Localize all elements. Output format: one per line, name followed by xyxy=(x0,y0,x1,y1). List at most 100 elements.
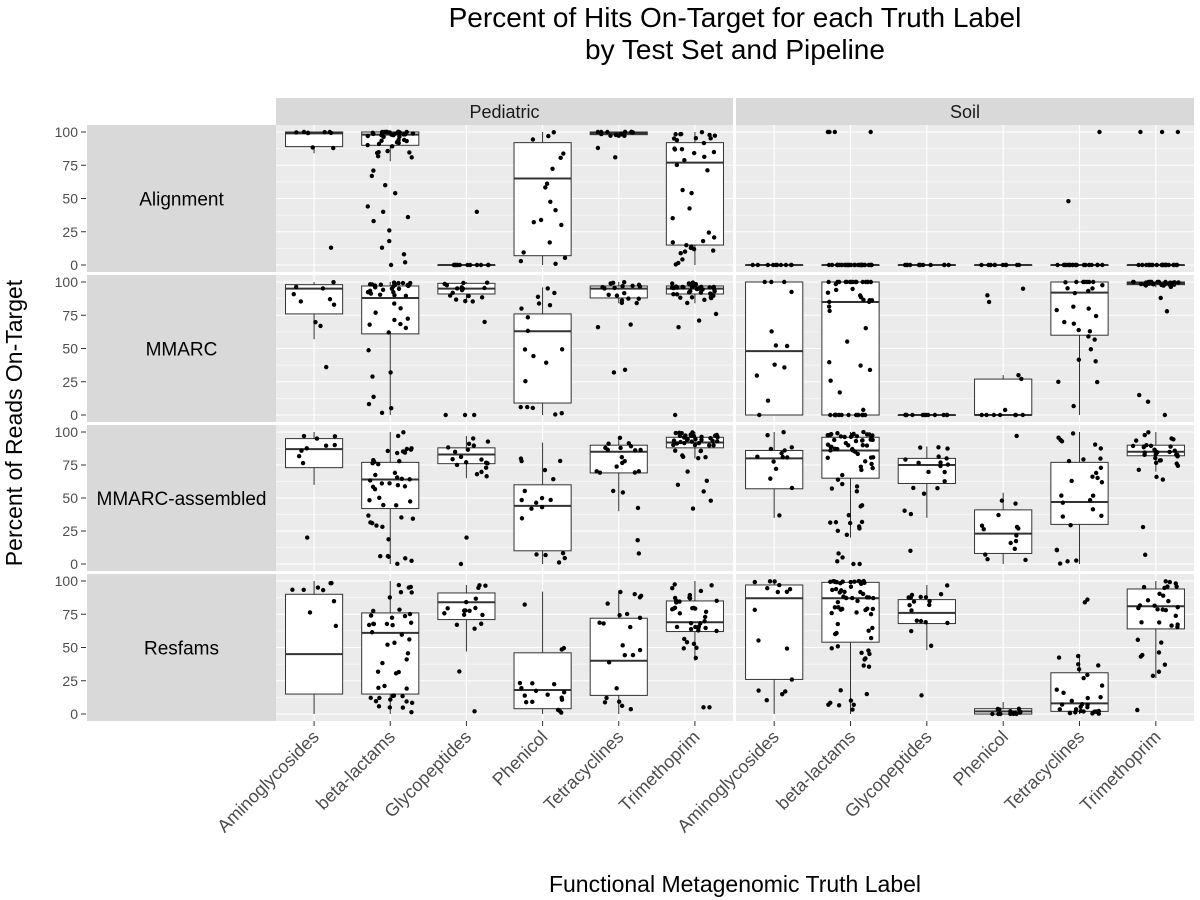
data-point xyxy=(399,632,405,637)
data-point xyxy=(689,295,695,300)
data-point xyxy=(376,685,381,690)
data-point xyxy=(1016,706,1022,711)
data-point xyxy=(944,583,950,588)
data-point xyxy=(1079,701,1085,707)
data-point xyxy=(694,645,699,650)
data-point xyxy=(557,458,563,464)
data-point xyxy=(1163,607,1169,613)
data-point xyxy=(636,469,642,474)
data-point xyxy=(712,433,718,438)
data-point xyxy=(637,615,643,620)
data-point xyxy=(698,290,704,295)
data-point xyxy=(320,587,326,593)
data-point xyxy=(1098,465,1104,471)
data-point xyxy=(365,142,370,148)
row-strip xyxy=(87,425,276,571)
data-point xyxy=(398,321,403,327)
data-point xyxy=(635,505,641,511)
data-point xyxy=(619,300,625,306)
data-point xyxy=(672,147,678,152)
data-point xyxy=(918,594,923,600)
data-point xyxy=(404,686,409,691)
data-point xyxy=(365,133,371,139)
data-point xyxy=(404,657,409,662)
box xyxy=(437,592,496,621)
data-point xyxy=(854,484,860,489)
data-point xyxy=(1061,690,1066,695)
data-point xyxy=(548,497,553,503)
data-point xyxy=(485,439,491,444)
data-point xyxy=(673,262,679,267)
data-point xyxy=(687,592,693,598)
data-point xyxy=(774,262,780,268)
data-point xyxy=(825,290,831,295)
data-point xyxy=(828,520,833,525)
data-point xyxy=(674,292,680,297)
data-point xyxy=(1136,605,1141,611)
data-point xyxy=(678,131,684,137)
data-point xyxy=(552,290,557,296)
data-point xyxy=(620,460,625,466)
data-point xyxy=(771,262,776,268)
data-point xyxy=(388,370,393,375)
data-point xyxy=(376,704,382,709)
data-point xyxy=(397,458,402,464)
data-point xyxy=(838,688,843,693)
data-point xyxy=(1159,262,1164,268)
data-point xyxy=(395,561,400,567)
y-tick-label: 25 xyxy=(62,673,78,689)
data-point xyxy=(369,173,375,179)
data-point xyxy=(696,455,701,461)
data-point xyxy=(379,245,385,250)
data-point xyxy=(1013,412,1018,418)
data-point xyxy=(454,262,459,268)
data-point xyxy=(407,150,412,155)
data-point xyxy=(707,705,712,710)
data-point xyxy=(1153,460,1159,466)
data-point xyxy=(696,625,701,631)
data-point xyxy=(858,294,864,300)
data-point xyxy=(671,606,676,611)
column-strip xyxy=(736,98,1194,125)
data-point xyxy=(559,347,565,352)
data-point xyxy=(689,439,694,444)
data-point xyxy=(670,586,675,591)
data-point xyxy=(374,523,379,528)
data-point xyxy=(869,461,874,467)
data-point xyxy=(461,612,467,617)
x-tick-label: Aminoglycosides xyxy=(213,727,323,837)
data-point xyxy=(534,552,539,557)
data-point xyxy=(462,412,468,418)
data-point xyxy=(626,296,631,301)
data-point xyxy=(1087,329,1093,334)
data-point xyxy=(828,444,833,450)
data-point xyxy=(393,503,399,508)
data-point xyxy=(936,445,941,450)
data-point xyxy=(1092,442,1098,447)
data-point xyxy=(848,698,854,703)
data-point xyxy=(700,238,706,244)
data-point xyxy=(614,464,619,469)
data-point xyxy=(553,207,558,213)
data-point xyxy=(624,611,630,617)
data-point xyxy=(445,606,450,611)
data-point xyxy=(454,462,460,468)
data-point xyxy=(678,251,683,256)
data-point xyxy=(983,552,988,557)
data-point xyxy=(367,282,373,287)
data-point xyxy=(322,130,327,135)
data-point xyxy=(765,398,771,403)
data-point xyxy=(403,325,409,331)
box xyxy=(589,617,648,696)
data-point xyxy=(714,598,719,604)
data-point xyxy=(707,285,712,290)
data-point xyxy=(1169,623,1174,628)
data-point xyxy=(1135,707,1140,713)
data-point xyxy=(630,652,636,658)
data-point xyxy=(550,166,555,171)
data-point xyxy=(784,343,790,349)
data-point xyxy=(1085,702,1090,708)
data-point xyxy=(301,587,306,592)
data-point xyxy=(485,262,491,268)
data-point xyxy=(765,262,771,268)
